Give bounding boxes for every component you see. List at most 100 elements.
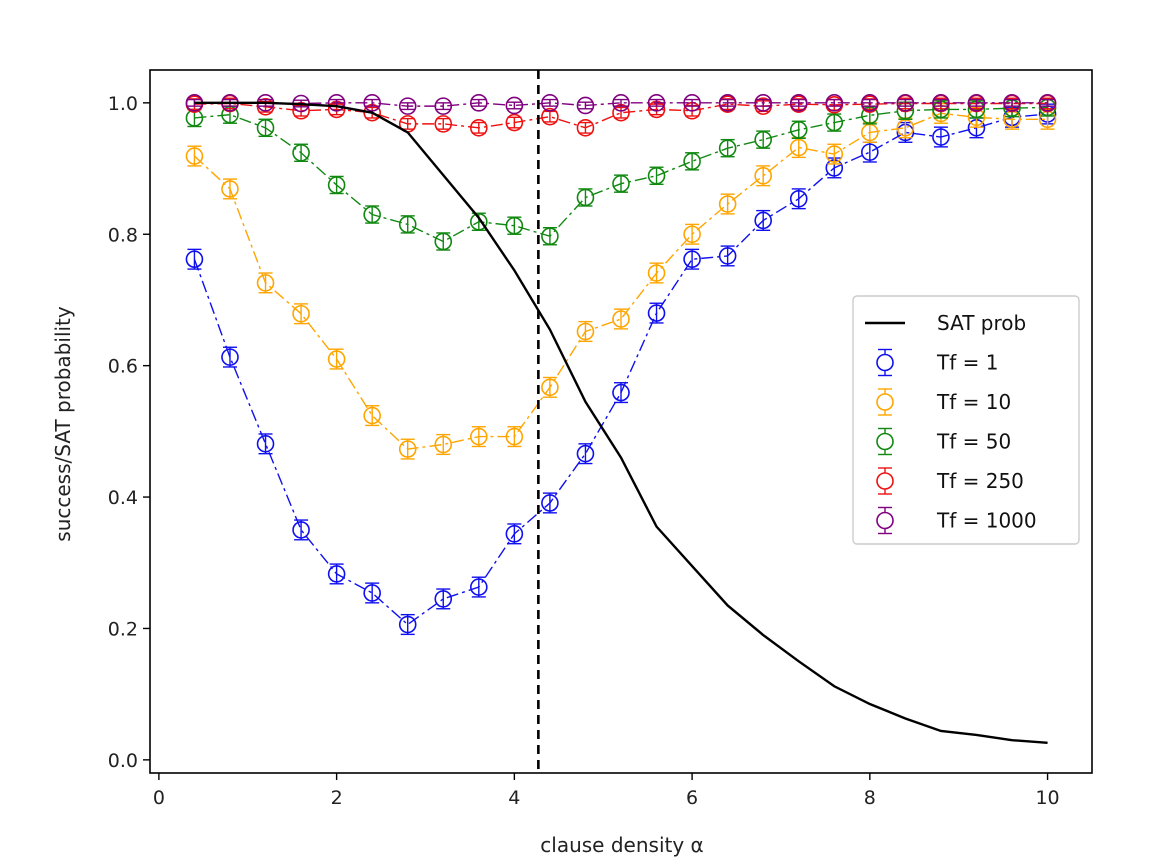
data-point <box>789 189 808 208</box>
data-point <box>932 94 950 112</box>
data-point <box>718 139 737 157</box>
data-point <box>825 145 844 163</box>
data-point <box>505 427 524 446</box>
x-axis-ticks: 0 2 4 6 8 10 <box>153 773 1060 809</box>
data-point <box>434 97 453 115</box>
data-point <box>398 215 417 234</box>
data-point <box>292 521 310 539</box>
data-point <box>434 435 453 454</box>
data-point <box>896 94 915 112</box>
data-point <box>363 584 381 602</box>
data-point <box>754 130 772 149</box>
data-point <box>612 310 630 328</box>
data-point <box>576 96 595 115</box>
data-point <box>861 143 879 161</box>
data-point <box>683 94 701 112</box>
data-point <box>789 120 808 139</box>
x-tick-label: 2 <box>331 787 343 809</box>
data-point <box>505 96 524 115</box>
data-point <box>647 304 666 322</box>
legend-label: Tf = 10 <box>936 390 1011 414</box>
data-point <box>825 113 844 132</box>
legend-label-sat-prob: SAT prob <box>937 311 1026 335</box>
data-point <box>754 166 772 185</box>
data-point <box>185 250 204 269</box>
data-point <box>541 227 559 246</box>
data-point <box>434 232 453 251</box>
data-point <box>932 128 950 146</box>
data-point <box>754 94 772 112</box>
data-point <box>327 565 346 583</box>
data-point <box>789 94 808 112</box>
data-point <box>861 94 879 112</box>
data-point <box>576 322 595 341</box>
data-point <box>825 94 844 112</box>
data-point <box>292 304 310 323</box>
data-point <box>434 590 453 608</box>
legend-marker <box>876 393 894 411</box>
y-axis-ticks: 0.0 0.2 0.4 0.6 0.8 1.0 <box>108 93 150 772</box>
data-point <box>541 378 559 397</box>
x-tick-label: 10 <box>1035 787 1059 809</box>
data-point <box>185 147 204 165</box>
data-point <box>718 247 737 265</box>
data-point <box>470 578 488 596</box>
data-point <box>256 97 275 116</box>
data-point <box>1038 94 1057 112</box>
legend-label: Tf = 50 <box>936 430 1011 454</box>
data-point <box>256 435 275 453</box>
series-tf1 <box>185 103 1057 636</box>
data-point <box>541 94 559 112</box>
data-point <box>718 195 737 213</box>
data-point <box>470 94 488 112</box>
legend-label: Tf = 250 <box>936 469 1024 493</box>
legend-marker <box>876 472 894 490</box>
series-tf1000 <box>185 94 1057 115</box>
legend-box <box>852 295 1080 545</box>
legend-marker <box>876 511 894 530</box>
data-point <box>470 212 488 231</box>
data-point <box>647 166 666 185</box>
legend-marker <box>876 353 894 372</box>
data-point <box>789 138 808 157</box>
data-point <box>576 119 595 137</box>
data-point <box>612 383 630 402</box>
y-tick-label: 0.4 <box>108 487 138 509</box>
x-tick-label: 6 <box>686 787 698 809</box>
y-tick-label: 0.6 <box>108 356 138 378</box>
data-point <box>718 94 737 112</box>
data-point <box>576 188 595 207</box>
x-tick-label: 8 <box>864 787 876 809</box>
data-point <box>363 406 381 425</box>
data-point <box>683 225 701 244</box>
legend: SAT prob Tf = 1 Tf = 10 Tf = 50 Tf = 250 Tf =… <box>852 295 1080 545</box>
y-tick-label: 0.2 <box>108 618 138 640</box>
data-point <box>256 274 275 292</box>
data-point <box>327 350 346 368</box>
data-point <box>363 94 381 112</box>
y-tick-label: 1.0 <box>108 93 138 115</box>
data-point <box>576 444 595 463</box>
legend-label: Tf = 1000 <box>936 509 1037 533</box>
data-point <box>612 174 630 193</box>
data-point <box>398 615 417 634</box>
data-point <box>470 119 488 137</box>
data-point <box>470 427 488 446</box>
legend-label: Tf = 1 <box>936 351 998 375</box>
sat-prob-line <box>194 101 1048 744</box>
y-axis-label: success/SAT probability <box>51 306 75 542</box>
data-point <box>256 119 275 137</box>
legend-marker <box>876 432 894 451</box>
plot-area <box>149 69 1093 774</box>
data-point <box>292 143 310 162</box>
data-point <box>541 107 559 126</box>
y-tick-label: 0.0 <box>108 750 138 772</box>
x-axis-label: clause density α <box>540 833 703 857</box>
x-tick-label: 4 <box>508 787 520 809</box>
data-point <box>505 216 524 235</box>
data-point <box>434 115 453 133</box>
data-point <box>398 97 417 115</box>
data-point <box>1003 94 1021 112</box>
data-point <box>221 348 239 366</box>
data-point <box>683 250 701 269</box>
